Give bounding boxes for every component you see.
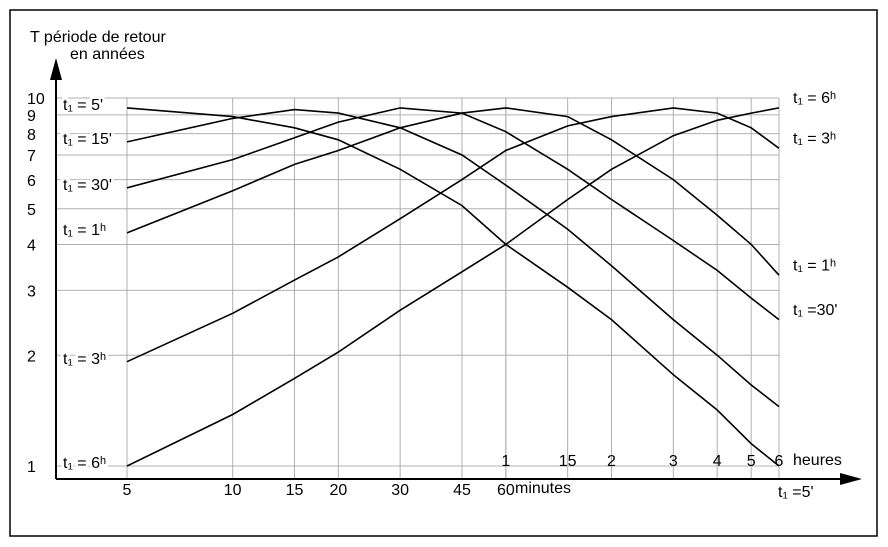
curve-end-label: t₁ = 3ʰ <box>793 131 836 148</box>
curve-label: t₁ = 5' <box>63 97 103 114</box>
curve <box>126 107 780 467</box>
y-tick-label: 10 <box>27 91 45 108</box>
x-tick-label-hours: 2 <box>607 453 616 470</box>
y-tick-label: 2 <box>27 348 36 365</box>
x-tick-label: 10 <box>224 482 242 499</box>
x-tick-label: 30 <box>391 482 409 499</box>
y-tick-label: 3 <box>27 284 36 301</box>
y-tick-label: 5 <box>27 202 36 219</box>
x-tick-label: 60 <box>497 482 515 499</box>
x-axis-title-hours: heures <box>793 452 842 469</box>
y-tick-label: 9 <box>27 108 36 125</box>
curve-label: t₁ = 3ʰ <box>63 351 106 368</box>
curve <box>126 107 780 363</box>
curve-label: t₁ = 15' <box>63 131 112 148</box>
x-tick-label: 20 <box>329 482 347 499</box>
x-tick-label-hours: 4 <box>713 453 722 470</box>
curve-end-label: t₁ = 6ʰ <box>793 90 836 107</box>
curve-label: t₁ = 6ʰ <box>63 455 106 472</box>
curve-end-label: t₁ =5' <box>778 484 814 501</box>
x-tick-label: 45 <box>453 482 471 499</box>
x-tick-label-hours: 15 <box>559 453 577 470</box>
x-tick-label: 5 <box>123 482 132 499</box>
x-tick-label-hours: 1 <box>501 453 510 470</box>
x-axis-title: minutes <box>515 480 571 497</box>
curve <box>126 107 780 276</box>
y-axis-title: T période de retour <box>30 29 166 46</box>
y-tick-label: 8 <box>27 127 36 144</box>
curve-label: t₁ = 30' <box>63 177 112 194</box>
curve <box>126 107 780 321</box>
y-tick-label: 4 <box>27 238 36 255</box>
y-tick-label: 7 <box>27 148 36 165</box>
curves <box>126 107 780 467</box>
curve-end-label: t₁ =30' <box>793 302 837 319</box>
curve-label: t₁ = 1ʰ <box>63 222 106 239</box>
x-axis-arrow <box>840 473 862 485</box>
y-axis-title-line2: en années <box>70 46 145 63</box>
x-tick-label: 15 <box>286 482 304 499</box>
x-tick-label-hours: 6 <box>775 453 784 470</box>
x-tick-label-hours: 5 <box>747 453 756 470</box>
x-tick-label-hours: 3 <box>669 453 678 470</box>
y-tick-label: 6 <box>27 173 36 190</box>
curve <box>126 108 780 408</box>
grid <box>56 97 780 479</box>
y-axis-arrow <box>50 58 62 80</box>
curve-end-label: t₁ = 1ʰ <box>793 257 836 274</box>
y-tick-label: 1 <box>27 459 36 476</box>
